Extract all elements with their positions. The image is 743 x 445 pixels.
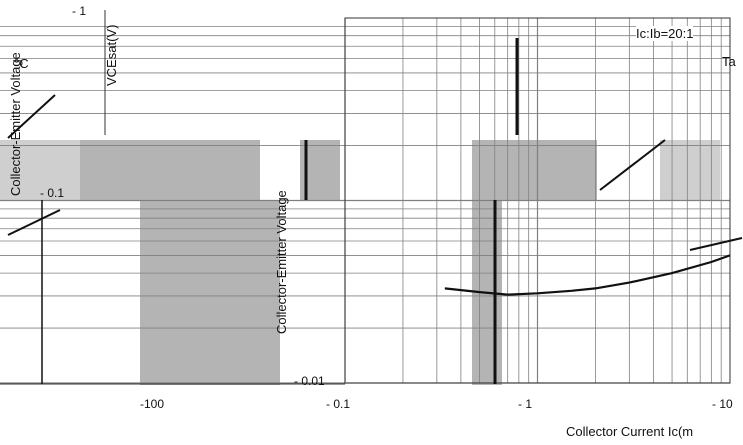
x-tick-label: - 1 <box>518 397 533 411</box>
stray-curve-fragment <box>599 139 666 191</box>
artifact-block <box>230 200 280 385</box>
stray-curve-fragment <box>7 94 56 139</box>
x-tick-label: - 0.1 <box>326 397 351 411</box>
y-axis-label-fragment: Collector-Emitter Voltage <box>8 52 23 196</box>
y-axis-unit-label: VCEsat(V) <box>104 24 119 86</box>
y-axis-label: Collector-Emitter Voltage <box>274 190 289 334</box>
artifact-block <box>80 140 260 200</box>
artifact-block <box>140 200 230 385</box>
y-tick-label: - 0.01 <box>294 374 325 388</box>
stray-label: °C <box>14 56 29 71</box>
y-tick-label: - 0.1 <box>40 186 65 200</box>
artifact-block <box>0 140 80 200</box>
series-layer <box>444 254 731 296</box>
stray-curve-fragment <box>7 209 61 236</box>
artifact-block <box>660 140 720 200</box>
plot-frame-rect <box>344 17 731 384</box>
artifact-blocks <box>0 140 720 385</box>
plot-frame <box>0 10 743 385</box>
y-tick-label: - 1 <box>72 4 87 18</box>
stray-label: Ta <box>722 54 736 69</box>
series-line <box>444 254 731 296</box>
stray-tick-label: -100 <box>140 397 165 411</box>
x-axis-label: Collector Current Ic(m <box>566 424 694 439</box>
chart-annotation: Ic:Ib=20:1 <box>636 26 694 41</box>
stray-curve-fragment <box>689 237 743 251</box>
artifact-block <box>472 140 597 200</box>
x-tick-label: - 10 <box>712 397 733 411</box>
